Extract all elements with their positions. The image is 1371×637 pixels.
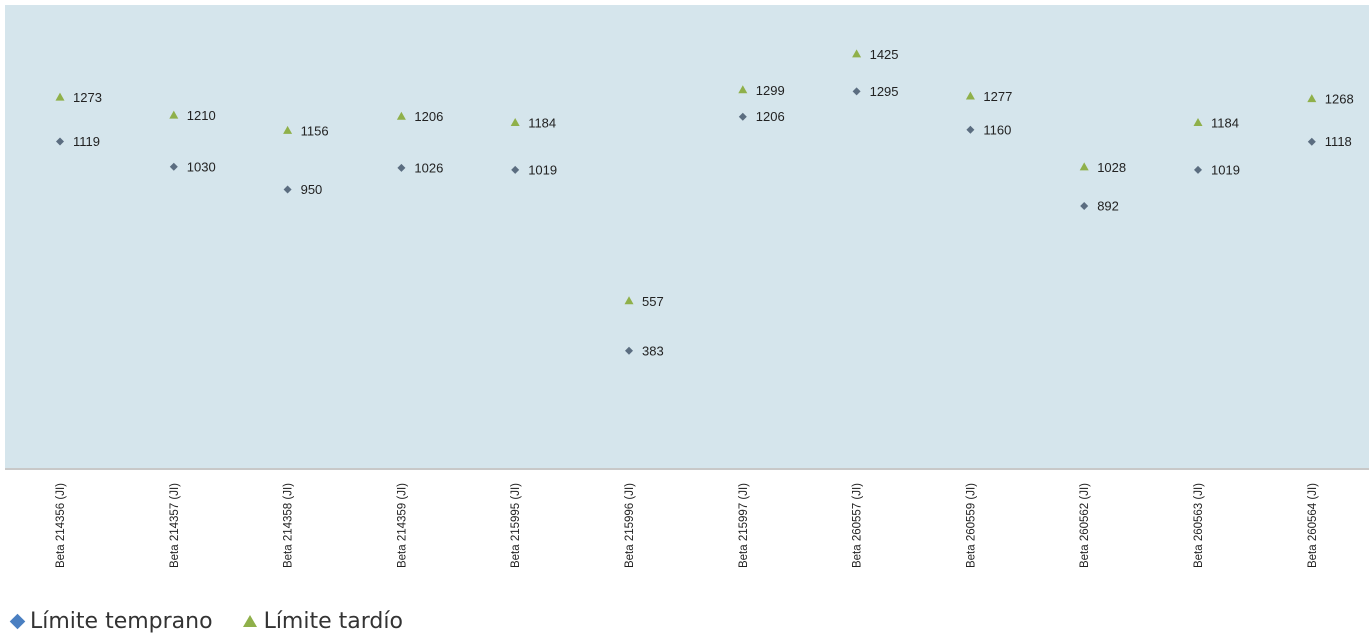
late-limit-point xyxy=(1193,117,1203,126)
legend: Límite temprano Límite tardío xyxy=(9,607,433,635)
early-limit-point xyxy=(283,185,292,194)
diamond-icon xyxy=(9,613,26,629)
late-limit-point xyxy=(55,92,65,101)
early-limit-point xyxy=(625,346,633,355)
early-limit-data-label: 1026 xyxy=(414,160,443,175)
x-tick-label: Beta 260564 (JI) xyxy=(1307,483,1319,568)
early-limit-data-label: 1030 xyxy=(187,159,216,174)
early-limit-data-label: 383 xyxy=(642,343,664,358)
legend-item-late: Límite tardío xyxy=(242,608,403,634)
chart-marks: 1119 1030 950 1026 1019 383 1206 1295 1160 892 101… xyxy=(55,47,1354,358)
early-limit-data-label: 1119 xyxy=(73,134,100,149)
early-limit-point xyxy=(852,87,861,96)
late-limit-data-label: 1184 xyxy=(528,115,556,130)
late-limit-data-label: 1277 xyxy=(983,89,1012,104)
early-limit-point xyxy=(511,165,520,174)
early-limit-data-label: 892 xyxy=(1097,199,1119,214)
late-limit-point xyxy=(1079,162,1089,171)
late-limit-data-label: 1299 xyxy=(756,83,785,98)
late-limit-point xyxy=(1307,94,1317,103)
late-limit-point xyxy=(396,111,406,120)
early-limit-point xyxy=(169,162,178,171)
x-tick-label: Beta 214356 (JI) xyxy=(55,483,67,568)
x-tick-label: Beta 260559 (JI) xyxy=(965,483,977,568)
x-tick-label: Beta 214358 (JI) xyxy=(283,483,295,568)
x-tick-label: Beta 214357 (JI) xyxy=(169,483,181,568)
x-axis-tick-labels: Beta 214356 (JI) Beta 214357 (JI) Beta 214… xyxy=(55,483,1319,568)
late-limit-data-label: 1273 xyxy=(73,90,102,105)
late-limit-point xyxy=(738,85,748,94)
x-tick-label: Beta 214359 (JI) xyxy=(396,483,408,568)
x-tick-label: Beta 215997 (JI) xyxy=(738,483,750,568)
early-limit-data-label: 1160 xyxy=(983,122,1011,137)
late-limit-data-label: 1206 xyxy=(414,109,443,124)
early-limit-data-label: 950 xyxy=(301,182,323,197)
late-limit-data-label: 1156 xyxy=(301,123,329,138)
legend-item-early: Límite temprano xyxy=(9,608,213,634)
x-tick-label: Beta 260563 (JI) xyxy=(1193,483,1205,568)
late-limit-point xyxy=(169,110,179,119)
late-limit-point xyxy=(510,117,520,126)
late-limit-data-label: 1425 xyxy=(870,47,899,62)
legend-label-late: Límite tardío xyxy=(263,608,403,634)
early-limit-point xyxy=(56,137,64,146)
early-limit-data-label: 1019 xyxy=(1211,162,1240,177)
late-limit-data-label: 1210 xyxy=(187,108,216,123)
late-limit-point xyxy=(624,296,634,305)
x-tick-label: Beta 260562 (JI) xyxy=(1079,483,1091,568)
early-limit-point xyxy=(966,125,975,134)
triangle-icon xyxy=(242,615,257,627)
early-limit-point xyxy=(1080,202,1089,211)
late-limit-data-label: 1268 xyxy=(1325,92,1354,107)
early-limit-data-label: 1206 xyxy=(756,109,785,124)
early-limit-point xyxy=(397,163,406,172)
plot-area xyxy=(5,5,1369,468)
chart-svg: 1119 1030 950 1026 1019 383 1206 1295 1160 892 101… xyxy=(5,5,1369,568)
x-tick-label: Beta 215996 (JI) xyxy=(624,483,636,568)
early-limit-point xyxy=(1307,137,1316,146)
late-limit-data-label: 557 xyxy=(642,294,664,309)
early-limit-point xyxy=(1194,165,1202,174)
legend-label-early: Límite temprano xyxy=(30,608,213,634)
x-tick-label: Beta 260557 (JI) xyxy=(852,483,864,568)
late-limit-point xyxy=(852,49,862,58)
early-limit-data-label: 1019 xyxy=(528,162,557,177)
early-limit-data-label: 1295 xyxy=(870,84,899,99)
late-limit-data-label: 1028 xyxy=(1097,160,1126,175)
late-limit-point xyxy=(283,125,293,134)
early-limit-point xyxy=(738,112,747,121)
x-tick-label: Beta 215995 (JI) xyxy=(510,483,522,568)
early-limit-data-label: 1118 xyxy=(1325,134,1352,149)
late-limit-point xyxy=(965,91,975,100)
late-limit-data-label: 1184 xyxy=(1211,115,1239,130)
